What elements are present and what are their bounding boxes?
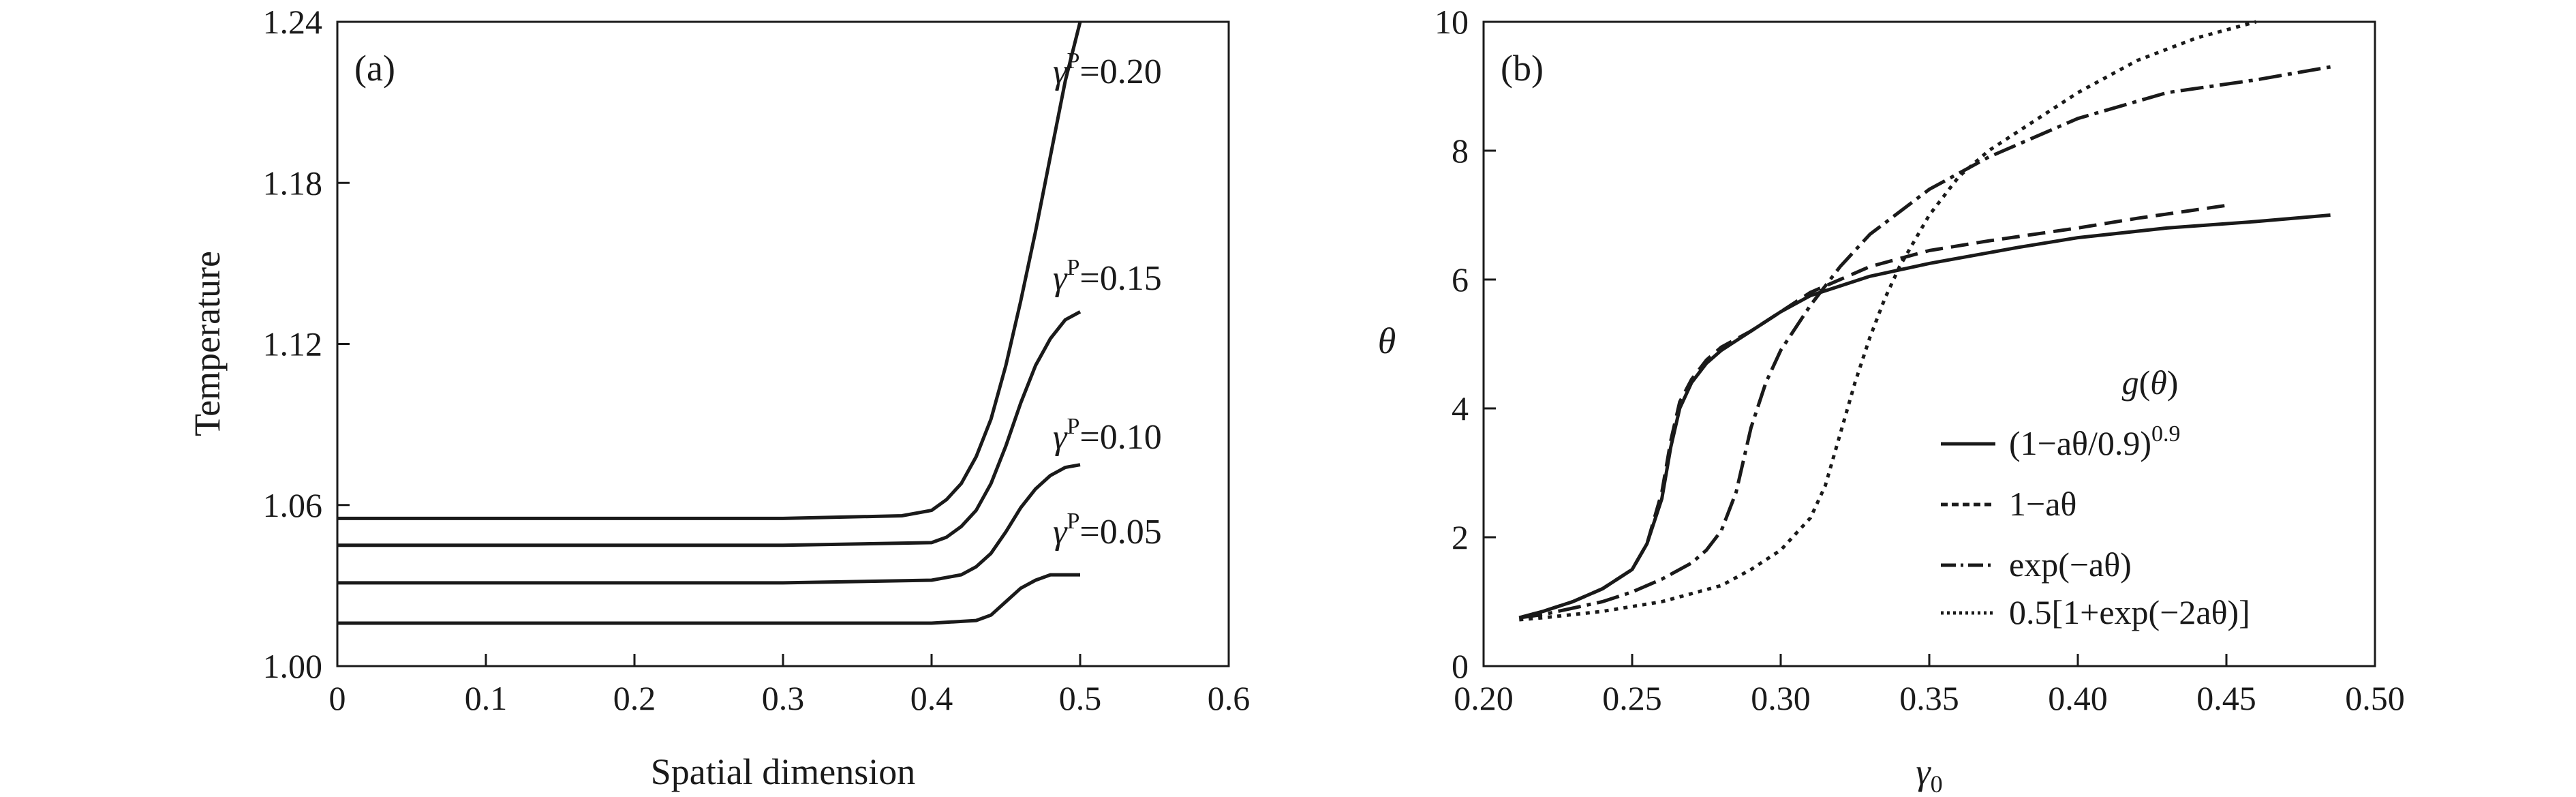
panel-b-x-tick-label: 0.40 — [2048, 679, 2108, 717]
panel-a-x-tick-label: 0.2 — [613, 679, 656, 717]
panel-b-y-tick-label: 10 — [1435, 3, 1469, 41]
legend-entry-4: 0.5[1+exp(−2aθ)] — [2009, 593, 2250, 631]
panel-b-series — [1518, 20, 2331, 622]
panel-a-series-line-3 — [337, 463, 1081, 585]
panel-b-x-tick-label: 0.20 — [1454, 679, 1514, 717]
legend-entry-1: (1−aθ/0.9)0.9 — [2009, 421, 2181, 462]
panel-a-series-line-1 — [337, 21, 1082, 520]
panel-a-x-tick-label: 0.4 — [910, 679, 953, 717]
panel-b-y-tick-label: 8 — [1452, 132, 1469, 170]
panel-b-x-tick-label: 0.25 — [1602, 679, 1662, 717]
panel-a-series-line-4 — [337, 573, 1080, 625]
series-label-gp-0.05: γP=0.05 — [1053, 509, 1162, 552]
panel-b-legend: g(θ) (1−aθ/0.9)0.9 1−aθ exp(−aθ) 0.5[1+e… — [1941, 363, 2250, 631]
series-label-gp-0.10: γP=0.10 — [1053, 414, 1162, 457]
legend-entry-2: 1−aθ — [2009, 485, 2076, 523]
panel-b-label: (b) — [1501, 48, 1544, 89]
legend-entry-3: exp(−aθ) — [2009, 545, 2132, 584]
panel-b-y-tick-label: 4 — [1452, 389, 1469, 427]
panel-b-x-tick-label: 0.30 — [1751, 679, 1811, 717]
panel-b-series-line-4 — [1519, 20, 2257, 622]
panel-a-x-tick-label: 0.1 — [465, 679, 508, 717]
panel-b-x-tick-label: 0.50 — [2345, 679, 2405, 717]
panel-a-x-tick-label: 0.6 — [1208, 679, 1251, 717]
panel-a-x-tick-label: 0 — [329, 679, 346, 717]
panel-b-series-line-3 — [1518, 65, 2331, 620]
panel-a-series-line-2 — [337, 310, 1082, 547]
panel-a-y-tick-label: 1.24 — [263, 3, 323, 41]
panel-a-y-axis-label: Temperature — [187, 251, 228, 436]
panel-b-y-tick-label: 6 — [1452, 260, 1469, 299]
panel-a: 0 0.1 0.2 0.3 0.4 0.5 0.61.001.061.121.181.24 … — [187, 3, 1250, 792]
panel-b-axis-ticks: 0.20 0.25 0.30 0.35 0.40 0.45 0.50 0 2 4 6 8 10 — [1435, 3, 2405, 717]
panel-a-plot-frame — [336, 20, 1230, 667]
panel-a-label: (a) — [354, 48, 395, 89]
panel-a-y-tick-label: 1.18 — [263, 164, 323, 202]
panel-a-series — [337, 21, 1082, 625]
panel-a-axis-ticks: 0 0.1 0.2 0.3 0.4 0.5 0.6 1.00 1.06 1.12 1.18 1.24 — [263, 3, 1251, 717]
panel-a-y-tick-label: 1.06 — [263, 486, 323, 524]
panel-b-plot-frame — [1482, 20, 2376, 667]
panel-b-x-tick-label: 0.35 — [1899, 679, 1959, 717]
panel-a-y-tick-label: 1.12 — [263, 325, 323, 363]
panel-a-y-tick-label: 1.00 — [263, 647, 323, 685]
panel-b-x-tick-label: 0.45 — [2196, 679, 2256, 717]
panel-a-x-tick-label: 0.5 — [1059, 679, 1102, 717]
panel-b-x-axis-label: γ0 — [1916, 751, 1942, 797]
panel-a-x-tick-label: 0.3 — [762, 679, 805, 717]
panel-b-series-line-2 — [1518, 203, 2227, 620]
series-label-gp-0.15: γP=0.15 — [1053, 255, 1162, 298]
legend-title: g(θ) — [2122, 363, 2179, 402]
panel-b-y-tick-label: 2 — [1452, 518, 1469, 556]
series-label-gp-0.20: γP=0.20 — [1053, 48, 1162, 91]
panel-b-y-tick-label: 0 — [1452, 647, 1469, 685]
panel-a-x-axis-label: Spatial dimension — [651, 751, 915, 792]
panel-b-y-axis-label: θ — [1378, 320, 1396, 361]
